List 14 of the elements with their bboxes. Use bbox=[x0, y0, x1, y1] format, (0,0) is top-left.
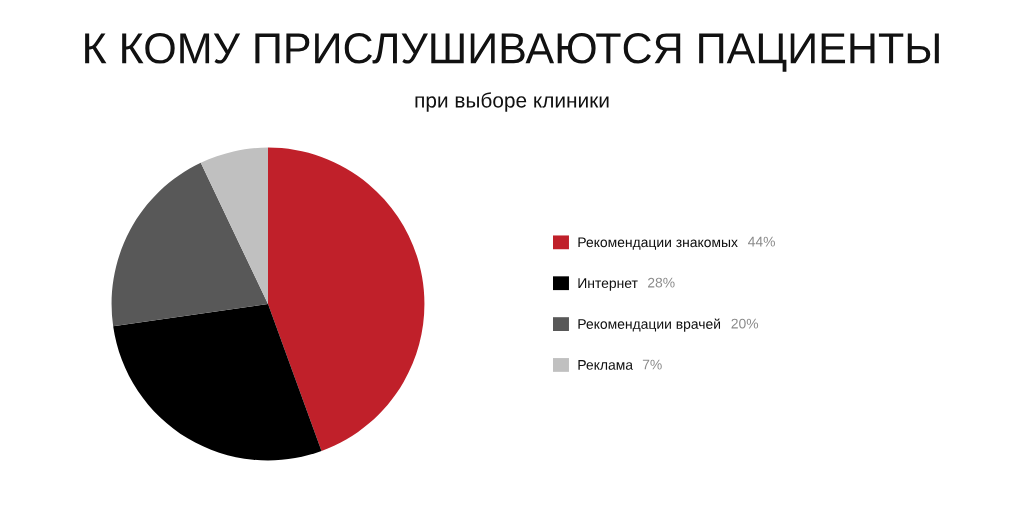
legend-label: Реклама bbox=[578, 360, 634, 370]
data-label: 20% bbox=[731, 318, 759, 329]
legend-label: Интернет bbox=[578, 278, 638, 291]
data-label: 44% bbox=[748, 236, 775, 247]
chart-subtitle: при выборе клиники bbox=[415, 92, 609, 112]
pie-slice bbox=[113, 304, 322, 461]
pie-slice bbox=[200, 147, 268, 304]
pie-slice bbox=[111, 162, 268, 327]
data-label: 7% bbox=[642, 359, 662, 370]
chart-title: К КОМУ ПРИСЛУШИВАЮТСЯ ПАЦИЕНТЫ bbox=[85, 33, 939, 72]
pie-slice bbox=[268, 147, 425, 451]
legend-label: Рекомендации врачей bbox=[578, 318, 721, 332]
data-label: 28% bbox=[648, 277, 675, 288]
legend-label: Рекомендации знакомых bbox=[578, 237, 738, 250]
